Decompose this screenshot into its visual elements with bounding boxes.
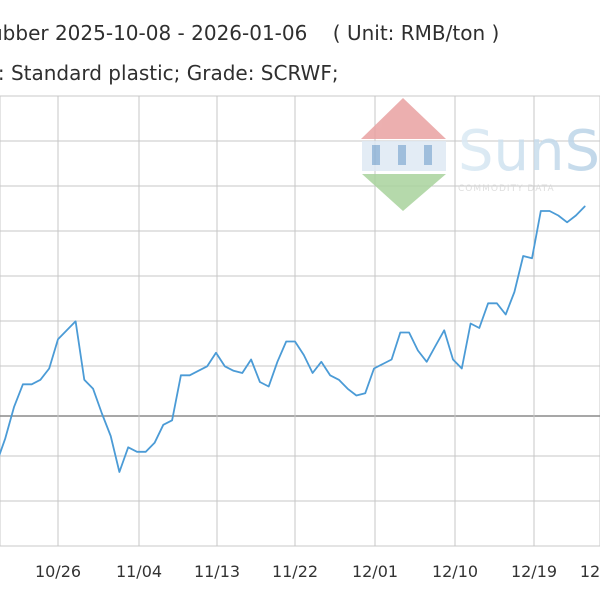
watermark-red-triangle [361, 98, 446, 139]
watermark-bar [372, 145, 380, 165]
x-tick-label: 11/22 [272, 562, 318, 581]
watermark-bar [398, 145, 406, 165]
gridlines [0, 96, 600, 546]
x-tick-label: 12/01 [352, 562, 398, 581]
watermark-sub-text: COMMODITY DATA [458, 184, 555, 194]
x-tick-labels: 7 10/26 11/04 11/13 11/22 12/01 12/10 12/19 12 [0, 562, 600, 581]
x-tick-label: 12 [580, 562, 600, 581]
title-spacer [307, 21, 332, 45]
x-tick-label: 12/10 [432, 562, 478, 581]
x-tick-label: 10/26 [35, 562, 81, 581]
series-layer [0, 205, 586, 473]
watermark-green-triangle [362, 174, 446, 211]
watermark-bar [424, 145, 432, 165]
chart-title-line: ubber 2025-10-08 - 2026-01-06 ( Unit: RM… [0, 21, 499, 45]
x-tick-label: 12/19 [511, 562, 557, 581]
x-tick-label: 11/13 [194, 562, 240, 581]
chart-subtitle: r: Standard plastic; Grade: SCRWF; [0, 61, 339, 85]
watermark: SunS COMMODITY DATA [361, 98, 600, 211]
chart-subtitle-line: r: Standard plastic; Grade: SCRWF; [0, 61, 339, 85]
x-tick-label: 7 [0, 562, 1, 581]
chart-title: ubber 2025-10-08 - 2026-01-06 [0, 21, 308, 45]
watermark-main-text: SunS [458, 119, 600, 184]
unit-label: ( Unit: RMB/ton ) [332, 21, 500, 45]
x-tick-label: 11/04 [116, 562, 162, 581]
price-line [0, 205, 586, 473]
